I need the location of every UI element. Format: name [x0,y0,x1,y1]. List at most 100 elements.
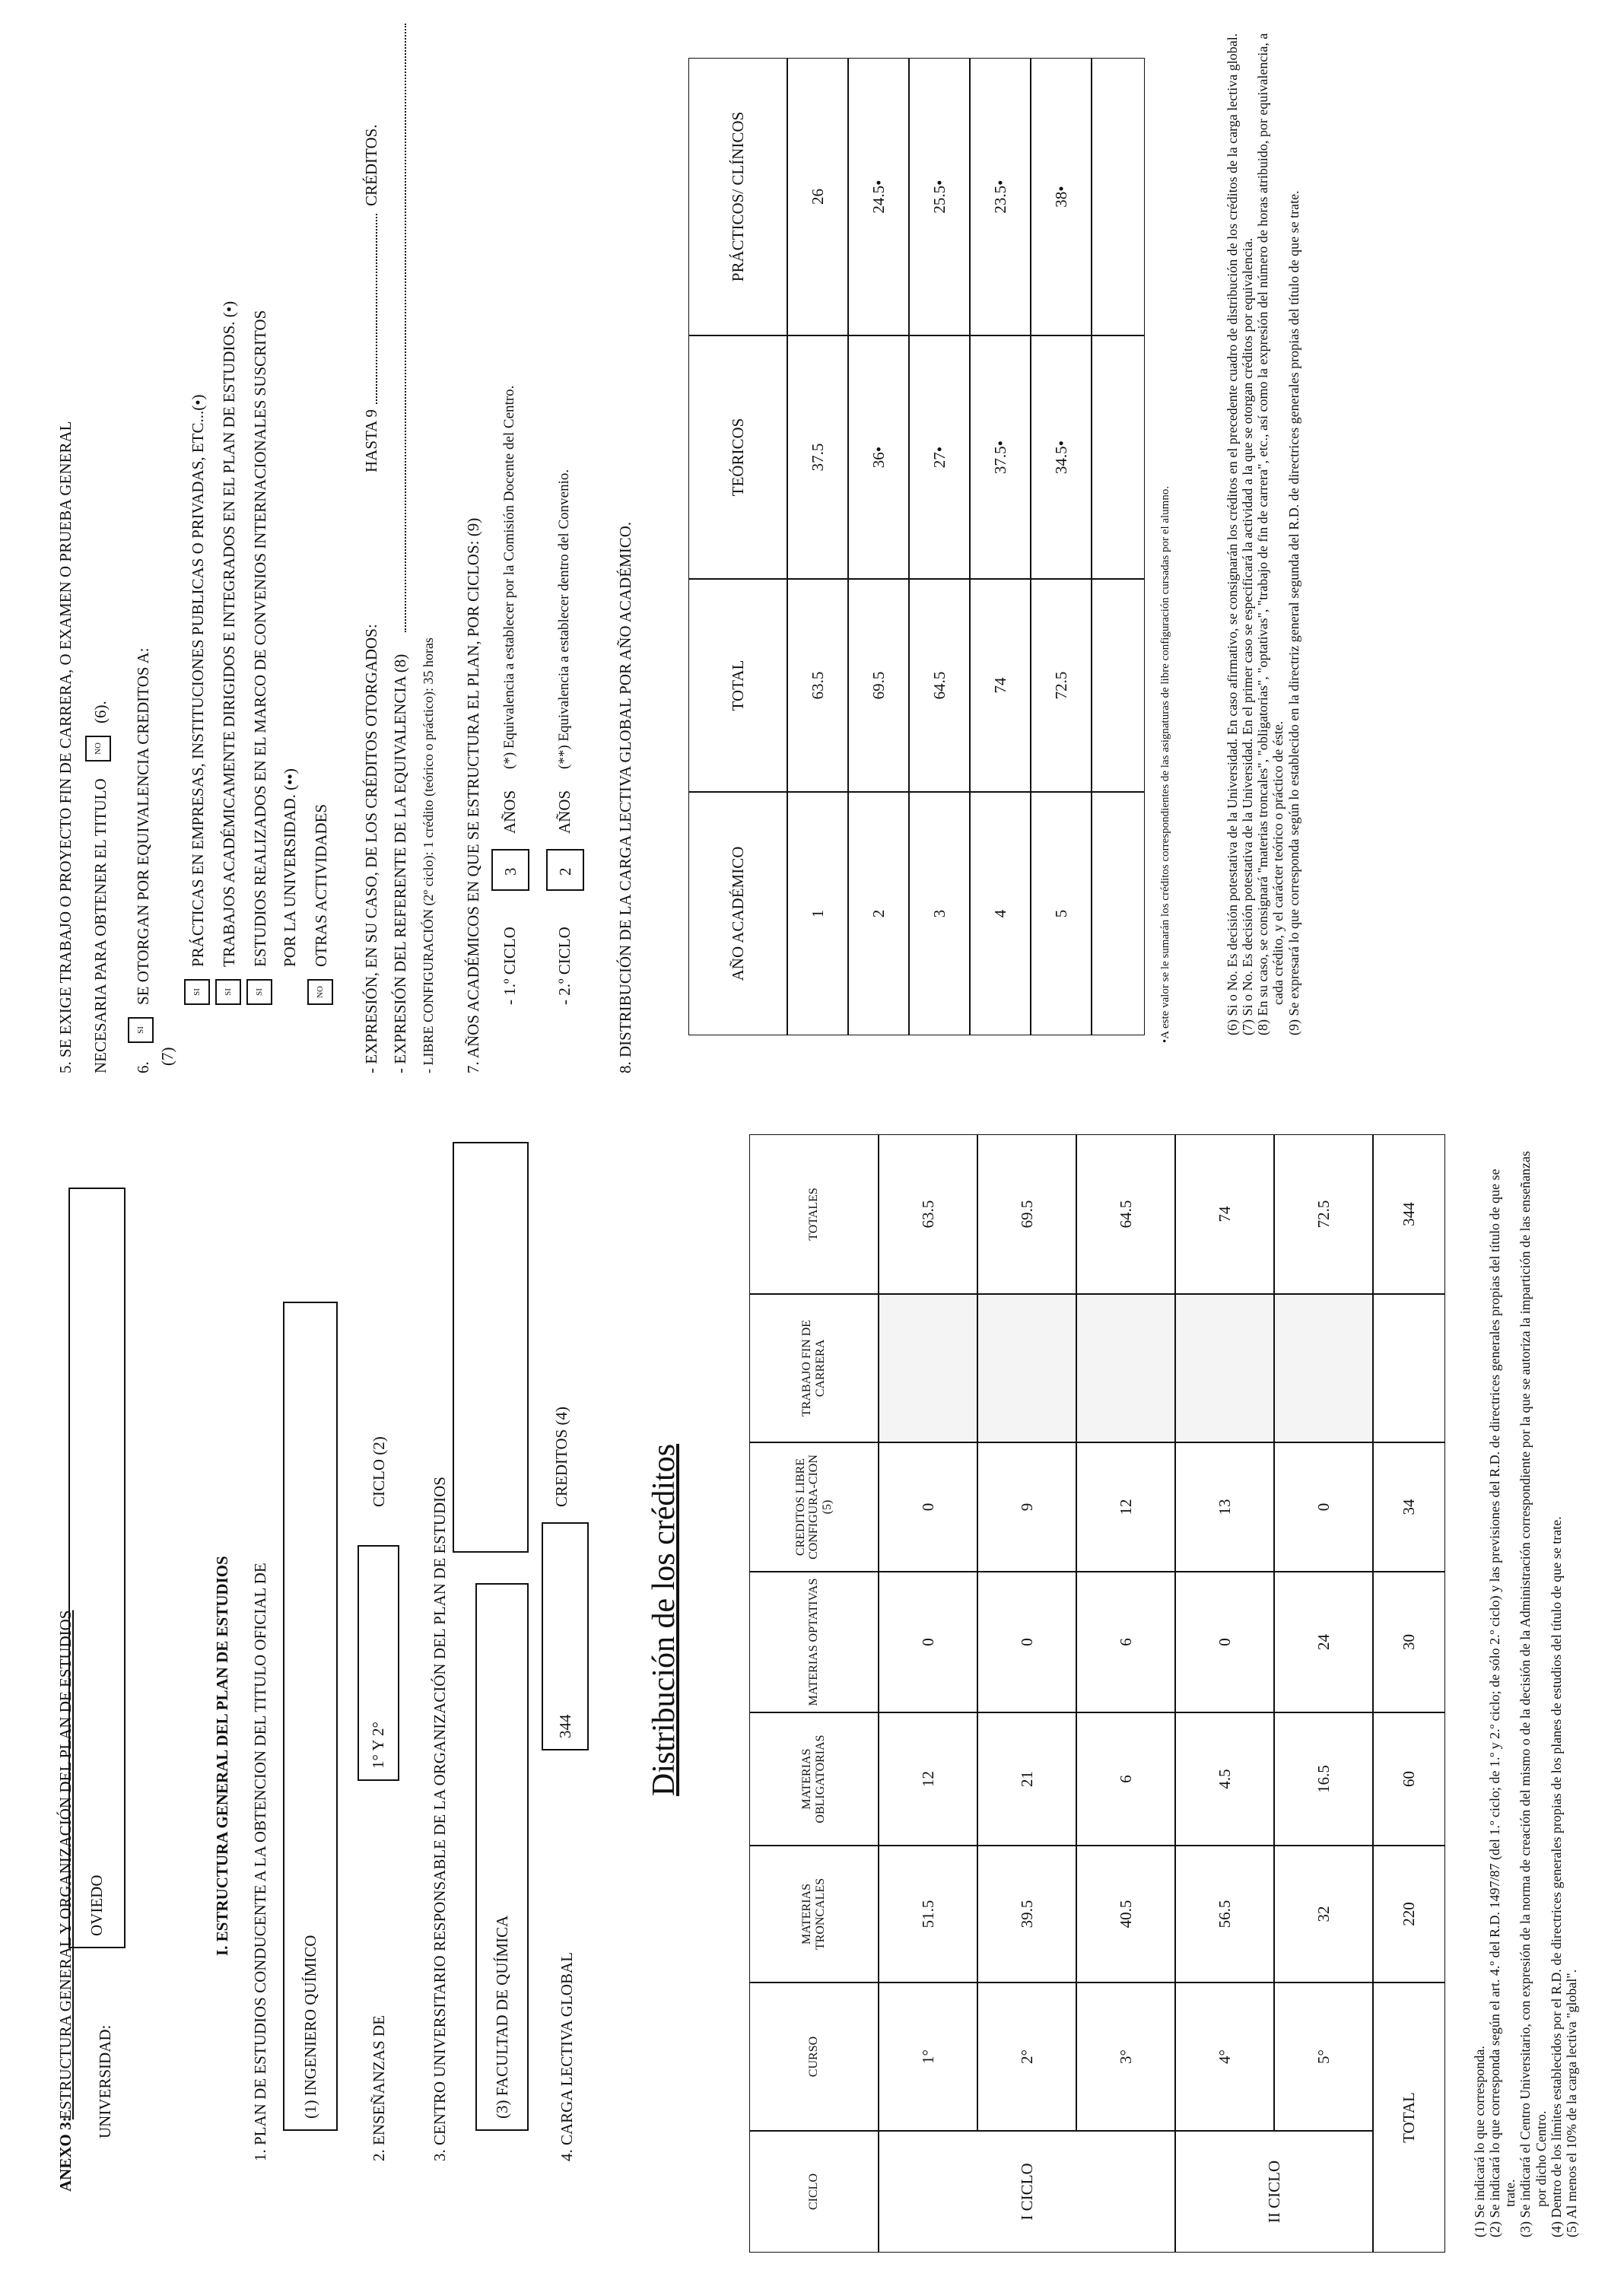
cycle-years: 3 [491,849,529,891]
table-cell: 0 [1274,1442,1373,1572]
table-cell: 69.5 [977,1134,1076,1294]
option-text: TRABAJOS ACADÉMICAMENTE DIRIGIDOS E INTE… [220,300,238,967]
option-answer: NO [307,979,333,1005]
table-cell: 72.5 [1274,1134,1373,1294]
item5-line2: NECESARIA PARA OBTENER EL TITULO [91,778,110,1073]
cycle-label: - 2.º CICLO [555,927,574,1005]
table-cell: 0 [1175,1572,1274,1712]
item6-answer: SI [128,1017,154,1043]
table-cell-empty [1274,1294,1373,1442]
table-cell: 13 [1175,1442,1274,1572]
table-cell: 0 [879,1442,977,1572]
table-cell: 1° [879,1983,977,2131]
footnote: (7) Si o No. Es decisión potestativa de … [1240,237,1256,1035]
item5-note: (6). [91,701,110,723]
item3-box: (3) FACULTAD DE QUÍMICA [475,1583,529,2131]
table-header: CICLO [749,2131,879,2253]
section-title: I. ESTRUCTURA GENERAL DEL PLAN DE ESTUDI… [213,1556,231,1956]
table-header: MATERIAS OBLIGATORIAS [749,1712,879,1846]
table-cell: 3 [909,792,970,1035]
table-header: CURSO [749,1983,879,2131]
item6-text: SE OTORGAN POR EQUIVALENCIA CREDITOS A: [134,647,152,1005]
table-cell-empty [1076,1294,1175,1442]
reference-label: - EXPRESIÓN DEL REFERENTE DE LA EQUIVALE… [391,653,409,1073]
item5-line1: 5. SE EXIGE TRABAJO O PROYECTO FIN DE CA… [56,421,75,1073]
table-cell: 4.5 [1175,1712,1274,1846]
table-cell: 6 [1076,1572,1175,1712]
table-cell-empty [977,1294,1076,1442]
free-config: - LIBRE CONFIGURACIÓN (2º ciclo): 1 créd… [421,638,436,1073]
table-header: MATERIAS TRONCALES [749,1846,879,1983]
table-header: PRÁCTICOS/ CLÍNICOS [688,58,787,335]
table-cell-empty [1092,792,1145,1035]
total-cell: 30 [1373,1572,1445,1712]
annex-label: ANEXO 3: [56,2116,75,2192]
item2-suffix: CICLO (2) [370,1436,388,1507]
star-note: •A este valor se le sumarán los créditos… [1159,485,1171,1043]
item5-answer: NO [85,736,111,762]
footnote: (8) En su caso, se consignará "materias … [1255,33,1286,1035]
option-text: PRÁCTICAS EN EMPRESAS, INSTITUCIONES PUB… [189,394,207,967]
table-header: MATERIAS OPTATIVAS [749,1572,879,1712]
option-answer: SI [184,979,210,1005]
table-cell: 1 [787,792,848,1035]
footnote: (1) Se indicará lo que corresponda. [1472,2046,1487,2237]
table-cell: 37.5• [970,335,1031,579]
table-cell: 27• [909,335,970,579]
total-cell: 34 [1373,1442,1445,1572]
footnotes: (6) Si o No. Es decisión potestativa de … [1225,16,1301,1035]
table-cell: 24 [1274,1572,1373,1712]
table-cell: 39.5 [977,1846,1076,1983]
table-cell: 74 [970,579,1031,792]
table-cell: 0 [879,1572,977,1712]
cycle-note: (*) Equivalencia a establecer por la Com… [501,385,517,769]
table-cell-empty [1175,1294,1274,1442]
item6-number: 6. [134,1061,152,1073]
cycle-cell: I CICLO [879,2131,1175,2253]
table-cell-empty [1092,58,1145,335]
cycle-cell: II CICLO [1175,2131,1373,2253]
table-cell: 2 [848,792,909,1035]
table-cell: 72.5 [1031,579,1092,792]
table-cell-empty [879,1294,977,1442]
item6-note: (7) [158,1047,176,1067]
footnote: (9) Se expresará lo que corresponda segú… [1286,190,1301,1035]
table-cell: 63.5 [787,579,848,792]
total-cell: 60 [1373,1712,1445,1846]
table-cell: 0 [977,1572,1076,1712]
table-cell: 32 [1274,1846,1373,1983]
credits-label: - EXPRESIÓN, EN SU CASO, DE LOS CRÉDITOS… [362,624,380,1073]
footnote: (4) Dentro de los límites establecidos p… [1548,1516,1564,2237]
table-cell: 4° [1175,1983,1274,2131]
table-cell: 23.5• [970,58,1031,335]
table-cell: 3° [1076,1983,1175,2131]
table-cell: 34.5• [1031,335,1092,579]
table-cell: 21 [977,1712,1076,1846]
table-cell: 69.5 [848,579,909,792]
total-label: TOTAL [1373,1983,1445,2253]
option-text: ESTUDIOS REALIZADOS EN EL MARCO DE CONVE… [251,310,269,967]
table-cell: 26 [787,58,848,335]
cycle-years: 2 [546,849,584,891]
table-cell: 12 [1076,1442,1175,1572]
option-answer: SI [215,979,241,1005]
footnote: (5) Al menos el 10% de la carga lectiva … [1563,1969,1579,2237]
table-cell: 2° [977,1983,1076,2131]
option-text: POR LA UNIVERSIDAD. (••) [281,768,299,967]
table-cell: 64.5 [1076,1134,1175,1294]
table-cell: 24.5• [848,58,909,335]
credits-unit: CRÉDITOS. [362,124,380,206]
university-label: UNIVERSIDAD: [96,2024,114,2138]
table-header: TOTAL [688,579,787,792]
item4-label: 4. CARGA LECTIVA GLOBAL [558,1952,576,2161]
table-header: TRABAJO FIN DE CARRERA [749,1294,879,1442]
table-header: TOTALES [749,1134,879,1294]
cycle-note: (**) Equivalencia a establecer dentro de… [556,469,572,769]
cycle-unit: AÑOS [555,790,574,834]
item2-box: 1° Y 2° [358,1545,399,1781]
cycle-unit: AÑOS [501,790,519,834]
credits-value: HASTA 9 [362,409,380,472]
total-cell: 344 [1373,1134,1445,1294]
